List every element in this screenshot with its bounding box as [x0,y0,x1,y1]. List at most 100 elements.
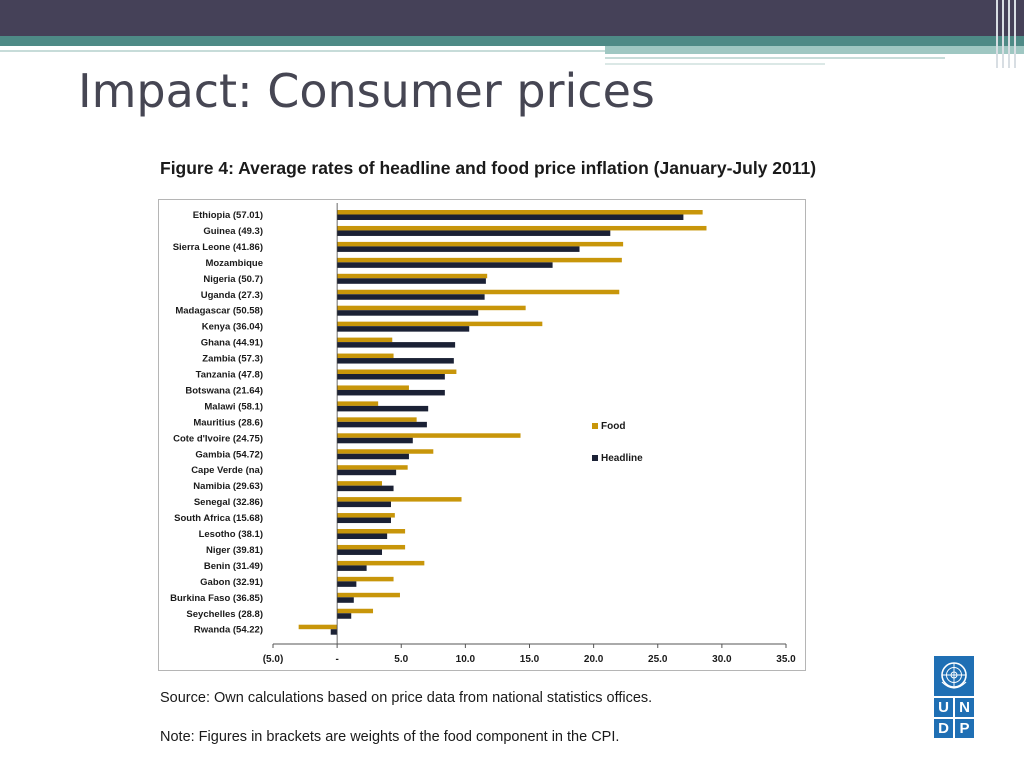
bar-headline [337,278,486,284]
bar-food [337,592,400,598]
category-label: Mauritius (28.6) [193,417,263,428]
category-label: Senegal (32.86) [194,497,263,508]
category-label: Ethiopia (57.01) [193,210,263,221]
x-axis: (5.0) - 5.0 10.0 15.0 20.0 25.0 30.0 35.0 [263,203,796,665]
bar-headline [337,549,383,555]
header-bar [0,0,1024,36]
x-tick-label: 30.0 [712,654,732,665]
bar-headline [337,421,427,428]
bar-headline [330,629,338,635]
category-label: Cote d'Ivoire (24.75) [173,433,263,444]
chart-bars [298,210,707,635]
bar-headline [337,597,354,603]
x-tick-label: 20.0 [584,654,604,665]
category-label: Burkina Faso (36.85) [170,593,263,604]
bar-headline [337,485,394,492]
category-labels: Ethiopia (57.01) Guinea (49.3) Sierra Leon… [170,210,263,636]
bar-headline [337,581,357,587]
bar-food [337,241,624,247]
bar-food [337,497,462,502]
category-label: Gambia (54.72) [195,449,263,460]
logo-letter-u: U [934,698,953,717]
category-label: Kenya (36.04) [202,322,263,333]
bar-food [337,449,434,454]
bar-headline [337,262,553,268]
logo-letter-n: N [955,698,974,717]
bar-food [337,305,526,311]
bar-food [298,624,338,630]
bar-food [337,608,374,614]
header-accent-bar [0,36,1024,46]
logo-letter-p: P [955,719,974,738]
category-label: Lesotho (38.1) [199,529,263,540]
slide-title: Impact: Consumer prices [78,64,655,118]
category-label: Mozambique [205,258,263,269]
bar-chart: Ethiopia (57.01) Guinea (49.3) Sierra Leon… [158,199,806,671]
legend-label: Headline [601,453,643,464]
category-label: South Africa (15.68) [174,513,263,524]
legend-swatch [592,455,598,461]
bar-food [337,289,620,295]
category-label: Namibia (29.63) [193,481,263,492]
bar-headline [337,389,445,396]
x-tick-label: 10.0 [456,654,476,665]
bar-food [337,513,395,518]
bar-headline [337,246,580,252]
bar-food [337,369,457,374]
bar-food [337,321,543,327]
category-label: Seychelles (28.8) [186,609,263,620]
category-label: Madagascar (50.58) [175,306,263,317]
bar-headline [337,453,409,460]
category-label: Cape Verde (na) [191,465,263,476]
bar-food [337,576,394,582]
bar-food [337,225,707,231]
bar-food [337,433,521,438]
header-rule [605,63,825,65]
bar-food [337,337,393,343]
category-label: Malawi (58.1) [204,401,263,412]
bar-food [337,417,417,422]
bar-food [337,544,406,550]
bar-food [337,560,425,566]
bar-food [337,401,379,406]
x-tick-label: 15.0 [520,654,540,665]
category-label: Rwanda (54.22) [194,625,263,636]
bar-headline [337,437,413,444]
figure-title: Figure 4: Average rates of headline and … [160,158,817,178]
figure-note: Note: Figures in brackets are weights of… [160,729,620,745]
bar-headline [337,214,684,220]
category-label: Benin (31.49) [204,561,263,572]
chart-legend: Food Headline [592,421,643,464]
x-tick-label: 25.0 [648,654,668,665]
figure-source: Source: Own calculations based on price … [160,690,653,706]
category-label: Zambia (57.3) [202,354,263,365]
bar-headline [337,374,445,380]
bar-headline [337,310,479,316]
bar-headline [337,358,454,364]
bar-food [337,273,488,279]
bar-headline [337,405,429,412]
category-label: Tanzania (47.8) [196,370,263,381]
category-label: Uganda (27.3) [201,290,263,301]
x-tick-label: 35.0 [776,654,796,665]
bar-food [337,257,622,263]
logo-letter-d: D [934,719,953,738]
bar-food [337,465,408,470]
bar-headline [337,501,391,508]
header-vertical-rules [992,0,1024,68]
bar-headline [337,565,367,571]
header-accent-bar-light [605,46,1024,54]
bar-headline [337,533,388,539]
bar-headline [337,294,485,300]
bar-food [337,353,394,359]
bar-headline [337,613,352,619]
header-rule [0,50,605,52]
category-label: Guinea (49.3) [203,226,263,237]
category-label: Botswana (21.64) [185,385,263,396]
x-tick-label: (5.0) [263,654,284,665]
bar-headline [337,230,611,236]
bar-food [337,529,406,534]
undp-logo: U N D P [934,656,974,740]
bar-headline [337,326,470,332]
bar-headline [337,342,456,348]
